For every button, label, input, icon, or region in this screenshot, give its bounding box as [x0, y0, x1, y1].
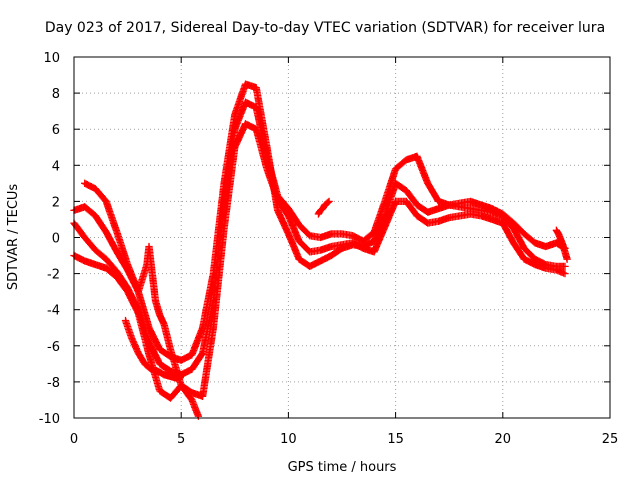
y-tick-label: 10	[43, 51, 60, 66]
y-tick-label: -8	[47, 376, 60, 391]
series-satellite-track-e	[121, 316, 187, 382]
series-satellite-track-g	[552, 226, 571, 263]
series-satellite-track-d	[81, 179, 203, 420]
x-tick-label: 0	[70, 432, 78, 447]
series-markers	[314, 197, 333, 218]
y-tick-label: -6	[47, 340, 60, 355]
y-axis-label: SDTVAR / TECUs	[6, 184, 21, 291]
x-tick-label: 20	[495, 432, 512, 447]
series-markers	[552, 226, 571, 263]
x-tick-label: 10	[280, 432, 297, 447]
y-tick-label: 8	[52, 87, 60, 102]
y-tick-label: 6	[52, 123, 60, 138]
y-tick-label: 2	[52, 195, 60, 210]
x-tick-label: 15	[387, 432, 404, 447]
series-satellite-track-f	[314, 197, 333, 218]
y-tick-label: -4	[47, 304, 60, 319]
x-axis-label: GPS time / hours	[288, 460, 397, 475]
y-tick-label: -10	[39, 412, 60, 427]
axis-ticks: 0 5 10 15 20 25 -10 -8 -6 -4 -2 0 2 4 6 8 10	[39, 51, 619, 447]
series-markers	[81, 179, 203, 420]
y-tick-label: -2	[47, 268, 60, 283]
chart-title: Day 023 of 2017, Sidereal Day-to-day VTE…	[45, 20, 605, 36]
data-series	[70, 80, 571, 420]
x-tick-label: 5	[177, 432, 185, 447]
y-tick-label: 0	[52, 232, 60, 247]
x-tick-label: 25	[602, 432, 619, 447]
series-markers	[121, 316, 187, 382]
y-tick-label: 4	[52, 159, 60, 174]
